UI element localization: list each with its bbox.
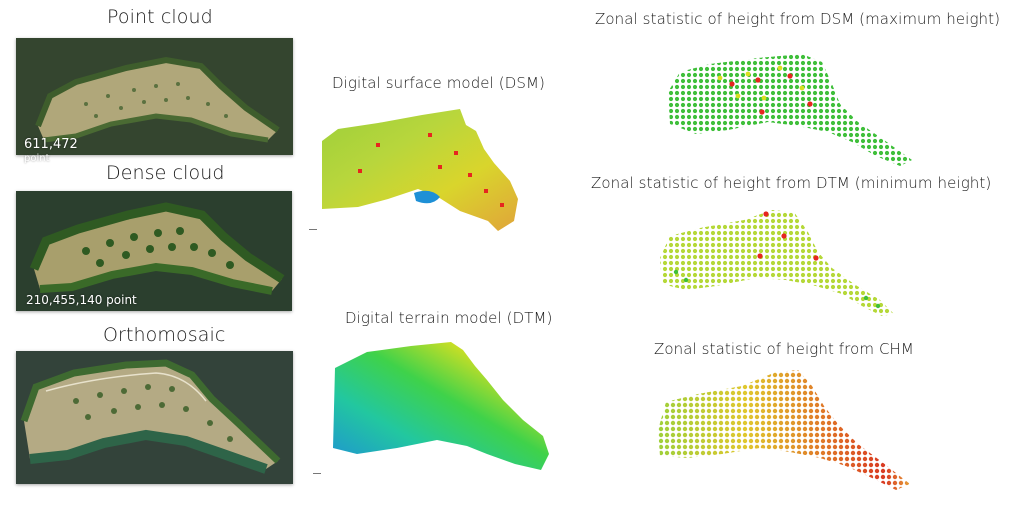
divider-mark <box>309 229 317 230</box>
dense-cloud-count: 210,455,140 point <box>26 293 137 307</box>
orthomosaic-title: Orthomosaic <box>103 324 226 346</box>
dtm-raster <box>333 342 549 470</box>
divider-mark <box>313 473 321 474</box>
point-cloud-title: Point cloud <box>107 6 213 28</box>
point-cloud-image <box>16 38 293 155</box>
point-cloud-unit: point <box>24 153 50 164</box>
dsm-title: Digital surface model (DSM) <box>332 74 545 92</box>
zonal-dtm-map <box>660 210 894 316</box>
dense-cloud-image <box>16 191 292 311</box>
zonal-chm-map <box>658 370 910 490</box>
zonal-chm-title: Zonal statistic of height from CHM <box>654 340 914 358</box>
dsm-raster <box>322 109 518 231</box>
zonal-dtm-title: Zonal statistic of height from DTM (mini… <box>591 174 992 192</box>
point-cloud-count: 611,472 <box>24 137 78 152</box>
dense-cloud-title: Dense cloud <box>106 162 225 184</box>
dtm-title: Digital terrain model (DTM) <box>345 309 553 327</box>
zonal-dsm-map <box>668 54 912 166</box>
zonal-dsm-title: Zonal statistic of height from DSM (maxi… <box>595 10 1001 28</box>
orthomosaic-image <box>16 351 293 484</box>
